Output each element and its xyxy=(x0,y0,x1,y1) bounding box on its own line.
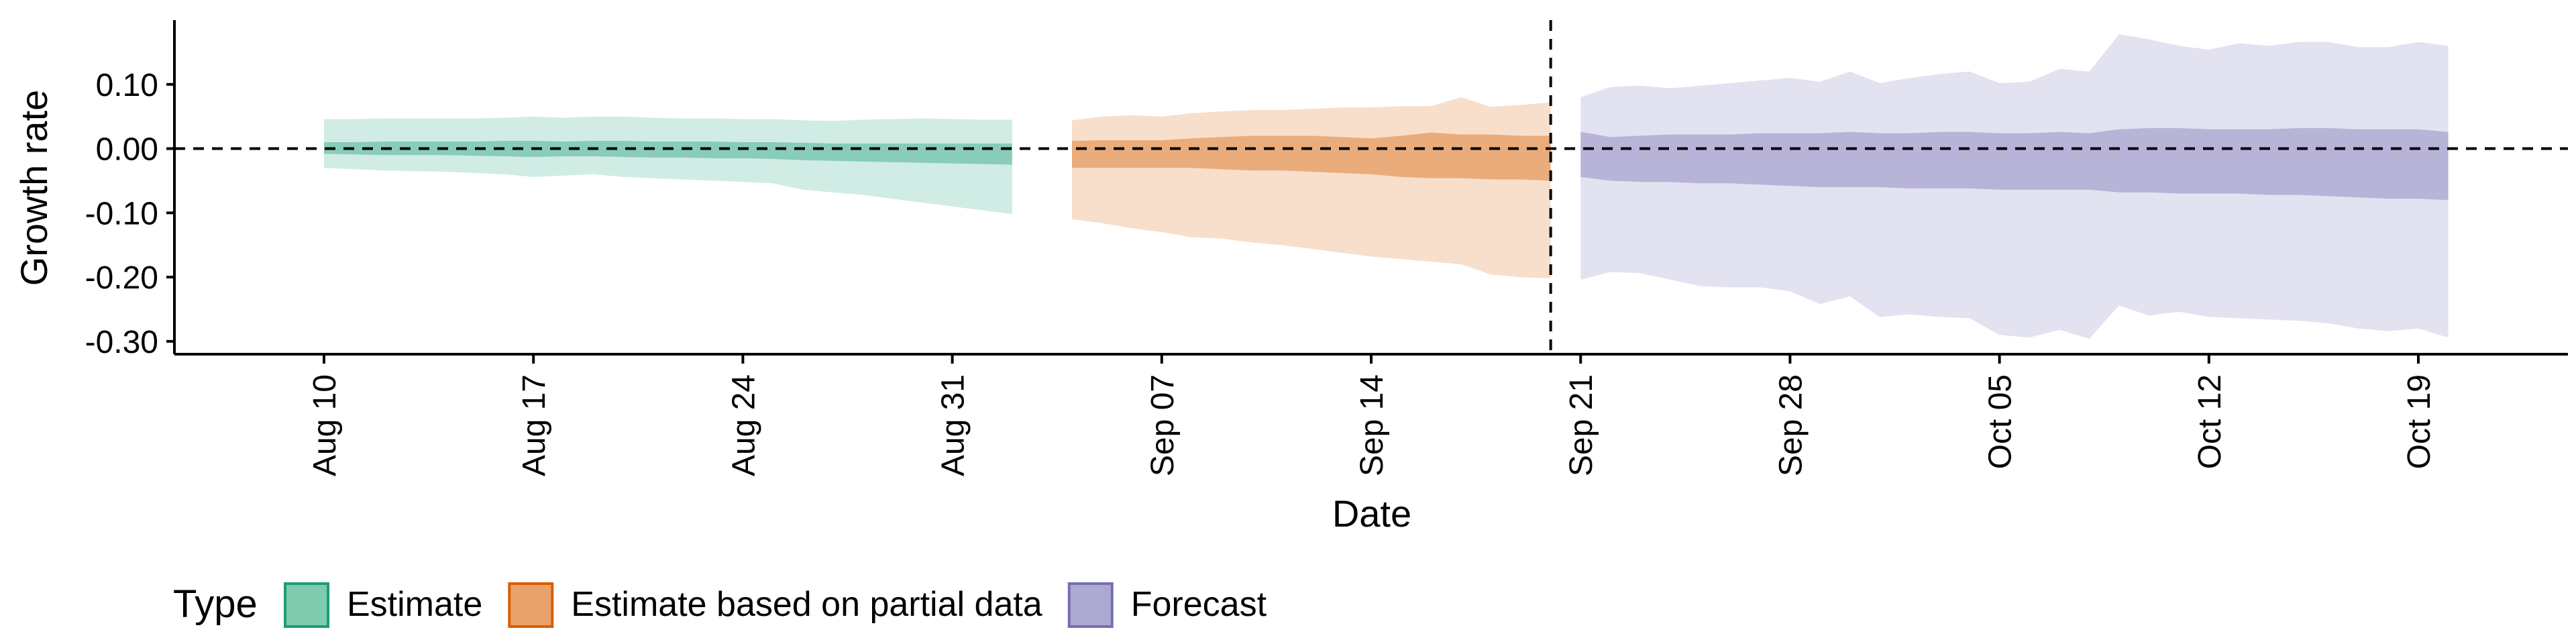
x-tick-label: Sep 28 xyxy=(1773,374,1809,476)
x-tick-label: Aug 24 xyxy=(726,374,761,476)
x-tick-label: Aug 31 xyxy=(936,374,971,476)
x-tick-label: Oct 19 xyxy=(2402,374,2437,469)
legend-label-estimate: Estimate xyxy=(347,585,482,624)
y-tick-label: 0.00 xyxy=(96,132,158,168)
forecast-outer-band xyxy=(1580,34,2449,339)
legend-title: Type xyxy=(173,582,258,626)
legend-label-estimate-based-on-partial-data: Estimate based on partial data xyxy=(571,585,1042,624)
estimate-inner-band xyxy=(324,141,1012,165)
plot-bands xyxy=(324,34,2449,339)
legend-swatch-estimate xyxy=(284,582,329,628)
legend-items: Estimate Estimate based on partial data Fo… xyxy=(284,582,1267,628)
y-axis-ticks: 0.10 0.00 -0.10 -0.20 -0.30 xyxy=(85,68,174,360)
legend: Type Estimate Estimate based on partial d… xyxy=(173,582,1267,628)
x-axis-ticks: Aug 10 Aug 17 Aug 24 Aug 31 Sep 07 Sep 14 Sep … xyxy=(307,354,2437,476)
x-tick-label: Sep 14 xyxy=(1354,374,1390,476)
x-tick-label: Oct 12 xyxy=(2192,374,2228,469)
x-tick-label: Aug 10 xyxy=(307,374,343,476)
estimate-based-on-partial-data-outer-band xyxy=(1072,97,1551,278)
estimate-outer-band xyxy=(324,116,1012,215)
reference-lines xyxy=(174,20,2568,354)
y-axis-title: Growth rate xyxy=(13,90,55,286)
x-tick-label: Oct 05 xyxy=(1983,374,2019,469)
y-tick-label: -0.10 xyxy=(85,196,158,231)
y-tick-label: -0.20 xyxy=(85,260,158,296)
legend-swatch-forecast xyxy=(1067,582,1114,628)
x-tick-label: Aug 17 xyxy=(517,374,552,476)
forecast-inner-band xyxy=(1580,127,2449,201)
legend-label-forecast: Forecast xyxy=(1131,585,1267,624)
y-tick-label: 0.10 xyxy=(96,68,158,103)
x-axis-title: Date xyxy=(1332,492,1411,535)
x-tick-label: Sep 07 xyxy=(1145,374,1181,476)
y-tick-label: -0.30 xyxy=(85,325,158,360)
x-tick-label: Sep 21 xyxy=(1564,374,1599,476)
estimate-based-on-partial-data-inner-band xyxy=(1072,132,1551,181)
legend-swatch-estimate-based-on-partial-data xyxy=(508,582,554,628)
